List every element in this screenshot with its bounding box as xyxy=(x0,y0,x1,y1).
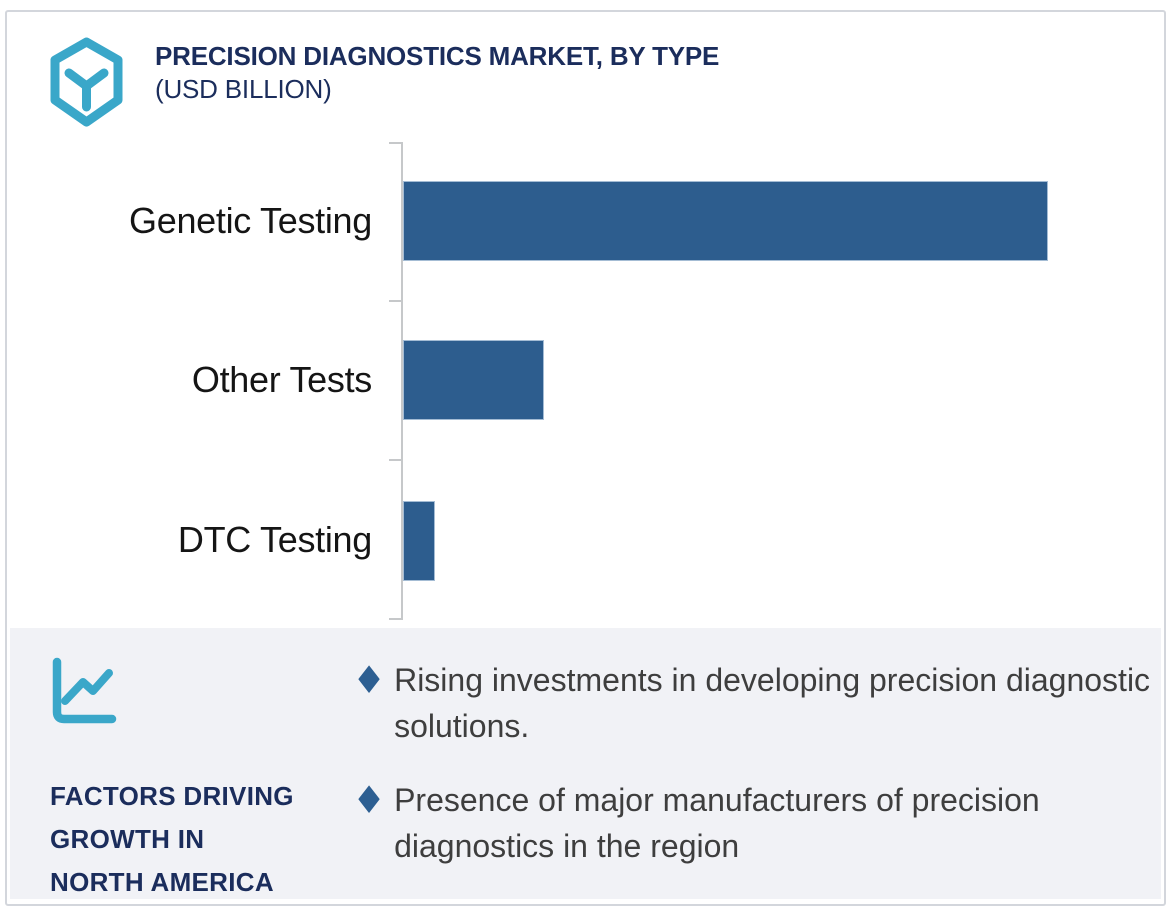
factor-bullet-text: Rising investments in developing precisi… xyxy=(394,662,1151,744)
category-label-dtc-testing: DTC Testing xyxy=(177,519,372,560)
axis-tick xyxy=(389,459,402,461)
diamond-bullet-icon: ♦ xyxy=(352,778,387,822)
diamond-bullet-icon: ♦ xyxy=(352,658,387,702)
category-label-genetic-testing: Genetic Testing xyxy=(129,200,372,241)
factors-title-line: GROWTH IN xyxy=(50,824,205,854)
bar-genetic-testing xyxy=(403,181,1048,261)
chart-subtitle: (USD BILLION) xyxy=(155,74,332,104)
factors-panel-title: FACTORS DRIVING GROWTH IN NORTH AMERICA xyxy=(50,775,294,904)
category-axis xyxy=(401,142,403,620)
factors-title-line: FACTORS DRIVING xyxy=(50,781,294,811)
chart-title: PRECISION DIAGNOSTICS MARKET, BY TYPE xyxy=(155,41,720,71)
chart-title-block: PRECISION DIAGNOSTICS MARKET, BY TYPE (U… xyxy=(155,40,719,106)
axis-tick xyxy=(389,300,402,302)
axis-tick xyxy=(389,618,402,620)
factor-bullet-item: ♦ Presence of major manufacturers of pre… xyxy=(352,777,1154,869)
line-chart-icon xyxy=(52,657,117,724)
infographic-card: PRECISION DIAGNOSTICS MARKET, BY TYPE (U… xyxy=(5,10,1166,906)
bar-dtc-testing xyxy=(403,501,435,581)
category-label-other-tests: Other Tests xyxy=(191,359,372,400)
axis-tick xyxy=(389,142,402,144)
factors-title-line: NORTH AMERICA xyxy=(50,867,274,897)
factors-panel xyxy=(10,628,1161,899)
hexagon-y-logo-icon xyxy=(50,37,123,127)
factor-bullet-text: Presence of major manufacturers of preci… xyxy=(394,782,1040,864)
factor-bullet-item: ♦ Rising investments in developing preci… xyxy=(352,657,1154,749)
bar-other-tests xyxy=(403,340,544,420)
